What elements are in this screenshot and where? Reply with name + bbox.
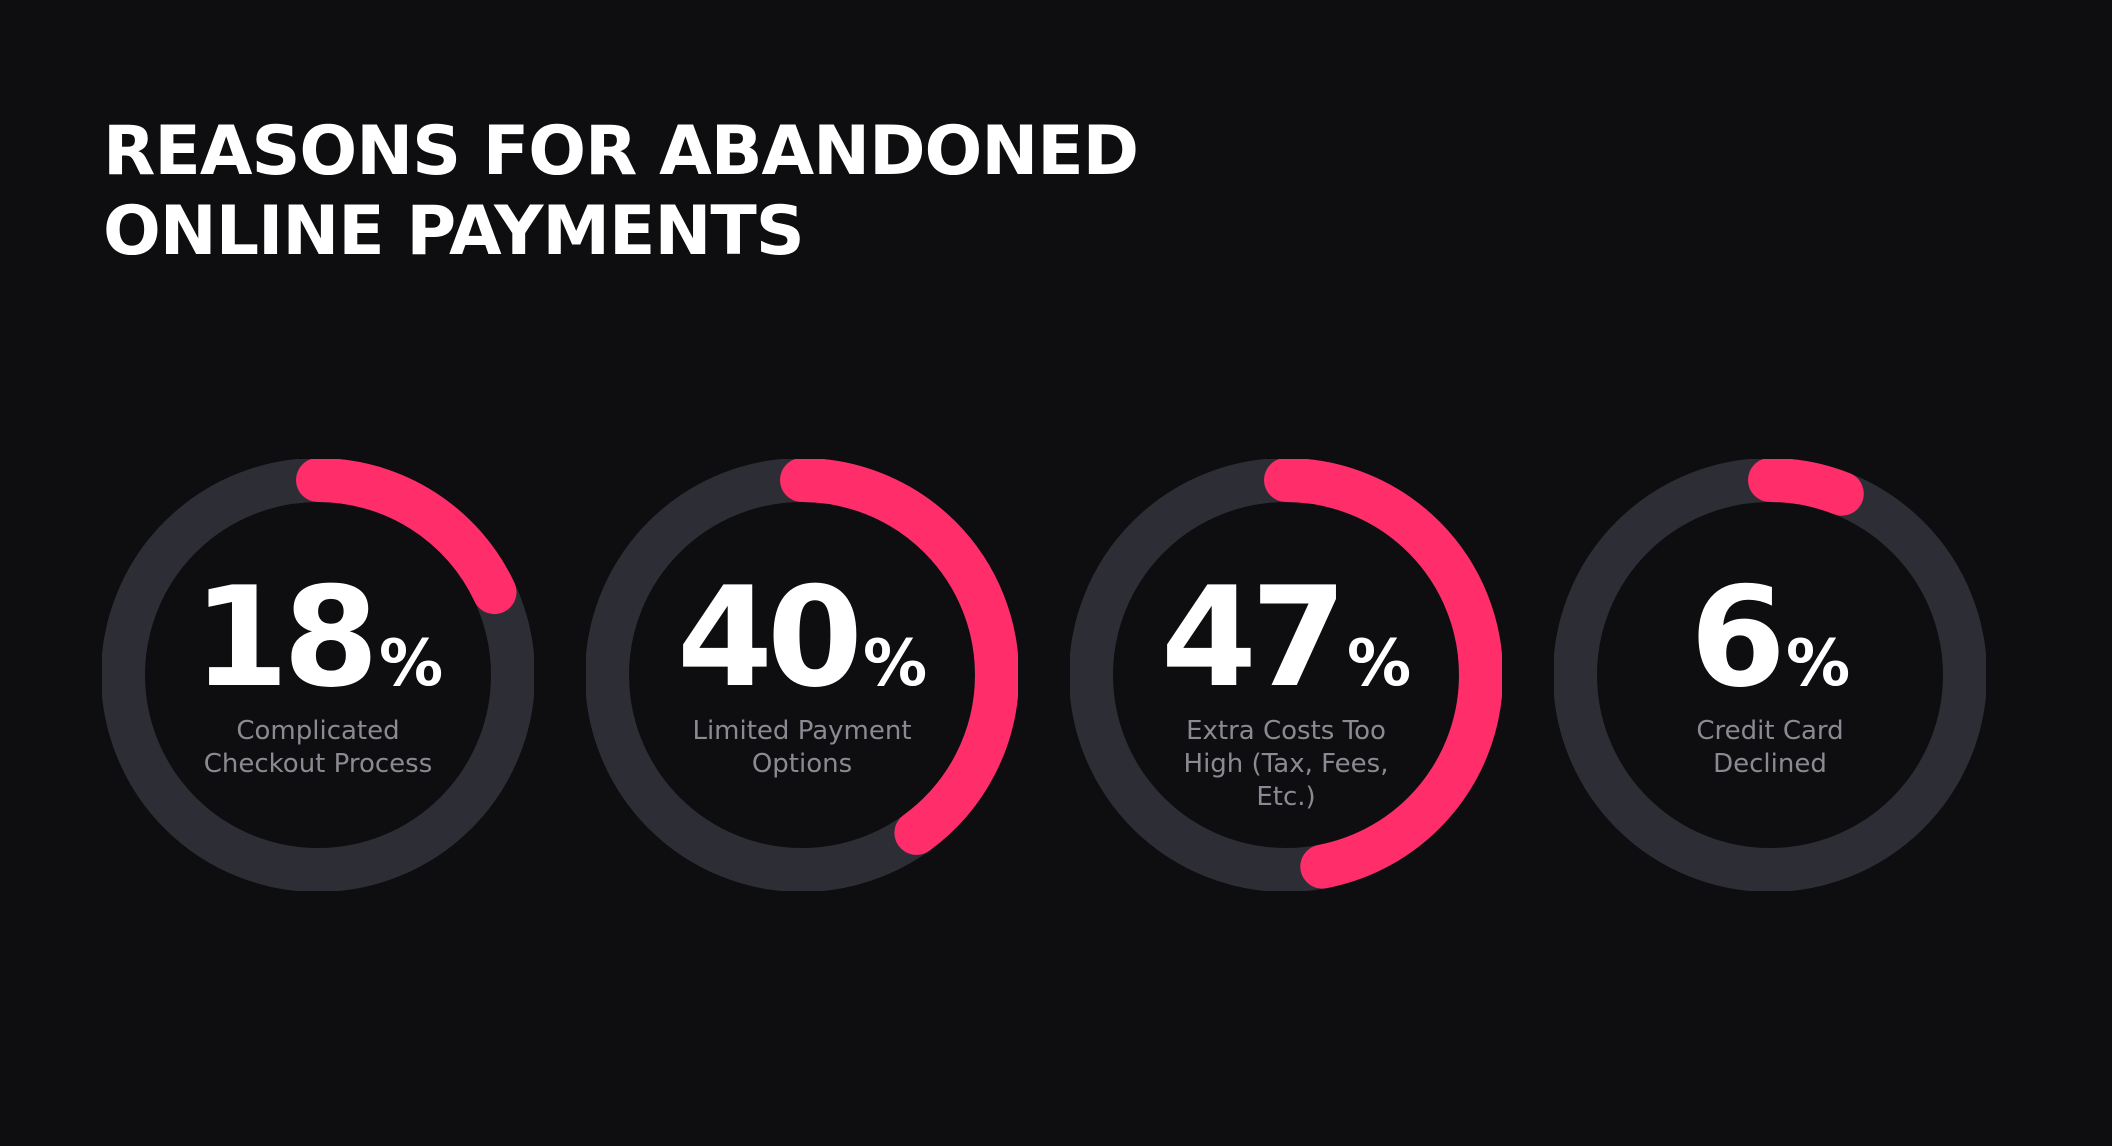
donut-label: Complicated Checkout Process: [203, 716, 433, 779]
donut-chart-4: 6% Credit Card Declined: [1554, 459, 1986, 891]
donut-label: Limited Payment Options: [692, 716, 912, 779]
percentage-number: 6: [1689, 557, 1786, 718]
percentage-value: 18%: [102, 569, 534, 707]
percent-sign: %: [1346, 627, 1412, 701]
donut-value-arc: [1554, 459, 1986, 891]
percent-sign: %: [378, 627, 444, 701]
title-line-2: ONLINE PAYMENTS: [103, 192, 805, 271]
donut-svg-4: [1554, 459, 1986, 891]
page-title: REASONS FOR ABANDONED ONLINE PAYMENTS: [103, 112, 1139, 272]
donut-label: Credit Card Declined: [1696, 716, 1844, 779]
percentage-number: 40: [676, 557, 863, 718]
percentage-value: 40%: [586, 569, 1018, 707]
donut-label: Extra Costs Too High (Tax, Fees, Etc.): [1183, 716, 1389, 812]
donut-value-arc: [1070, 459, 1502, 891]
percent-sign: %: [1785, 627, 1851, 701]
percentage-number: 47: [1160, 557, 1347, 718]
donut-chart-2: 40% Limited Payment Options: [586, 459, 1018, 891]
percentage-number: 18: [192, 557, 379, 718]
donut-svg-1: [102, 459, 534, 891]
donut-value-arc: [586, 459, 1018, 891]
donut-chart-3: 47% Extra Costs Too High (Tax, Fees, Etc…: [1070, 459, 1502, 891]
donut-svg-3: [1070, 459, 1502, 891]
percentage-value: 6%: [1554, 569, 1986, 707]
percent-sign: %: [862, 627, 928, 701]
donut-value-arc: [102, 459, 534, 891]
percentage-value: 47%: [1070, 569, 1502, 707]
title-line-1: REASONS FOR ABANDONED: [103, 112, 1139, 191]
donut-chart-1: 18% Complicated Checkout Process: [102, 459, 534, 891]
donut-svg-2: [586, 459, 1018, 891]
